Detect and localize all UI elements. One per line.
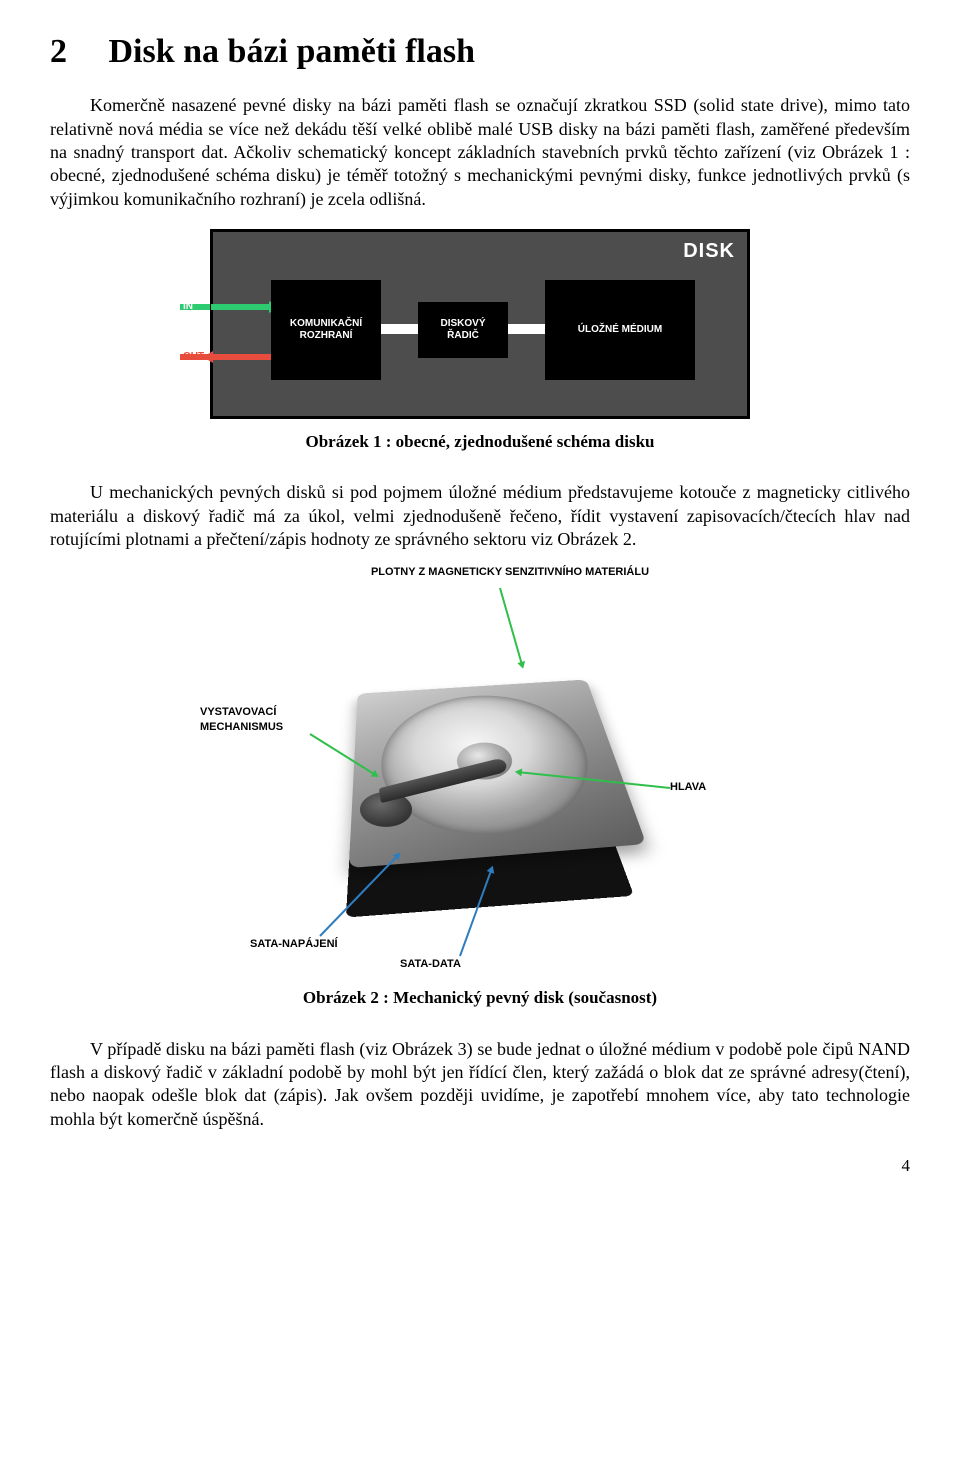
chapter-heading: 2 Disk na bázi paměti flash <box>50 30 910 74</box>
chapter-number: 2 <box>50 30 100 74</box>
figure-2: PLOTNY Z MAGNETICKY SENZITIVNÍHO MATERIÁ… <box>200 565 760 975</box>
fig1-frame: DISK IN OUT KOMUNIKAČNÍ ROZHRANÍ DISKOVÝ… <box>210 229 750 419</box>
paragraph-3: V případě disku na bázi paměti flash (vi… <box>50 1038 910 1132</box>
fig1-link-2 <box>508 324 545 334</box>
figure-1-caption: Obrázek 1 : obecné, zjednodušené schéma … <box>50 431 910 453</box>
fig1-arrow-out <box>211 354 271 360</box>
fig1-box-komunikacni: KOMUNIKAČNÍ ROZHRANÍ <box>271 280 381 380</box>
fig2-label-vystavovaci: VYSTAVOVACÍ MECHANISMUS <box>200 705 315 734</box>
paragraph-1: Komerčně nasazené pevné disky na bázi pa… <box>50 94 910 211</box>
figure-1: DISK IN OUT KOMUNIKAČNÍ ROZHRANÍ DISKOVÝ… <box>210 229 750 419</box>
fig2-label-plotny: PLOTNY Z MAGNETICKY SENZITIVNÍHO MATERIÁ… <box>370 565 650 579</box>
fig1-label-in: IN <box>183 300 193 313</box>
fig1-label-out: OUT <box>183 350 204 363</box>
figure-2-caption: Obrázek 2 : Mechanický pevný disk (souča… <box>50 987 910 1009</box>
fig2-label-sata-napajeni: SATA-NAPÁJENÍ <box>250 937 338 951</box>
fig1-box-medium: ÚLOŽNÉ MÉDIUM <box>545 280 695 380</box>
fig1-title: DISK <box>683 238 735 264</box>
page-number: 4 <box>50 1155 910 1177</box>
fig2-label-hlava: HLAVA <box>670 780 706 794</box>
fig1-arrow-in <box>211 304 271 310</box>
chapter-title: Disk na bázi paměti flash <box>109 33 476 70</box>
fig1-box-radic: DISKOVÝ ŘADIČ <box>418 302 508 358</box>
fig1-link-1 <box>381 324 418 334</box>
fig2-label-sata-data: SATA-DATA <box>400 957 461 971</box>
paragraph-2: U mechanických pevných disků si pod pojm… <box>50 481 910 551</box>
fig2-arrow-plotny <box>499 588 522 664</box>
